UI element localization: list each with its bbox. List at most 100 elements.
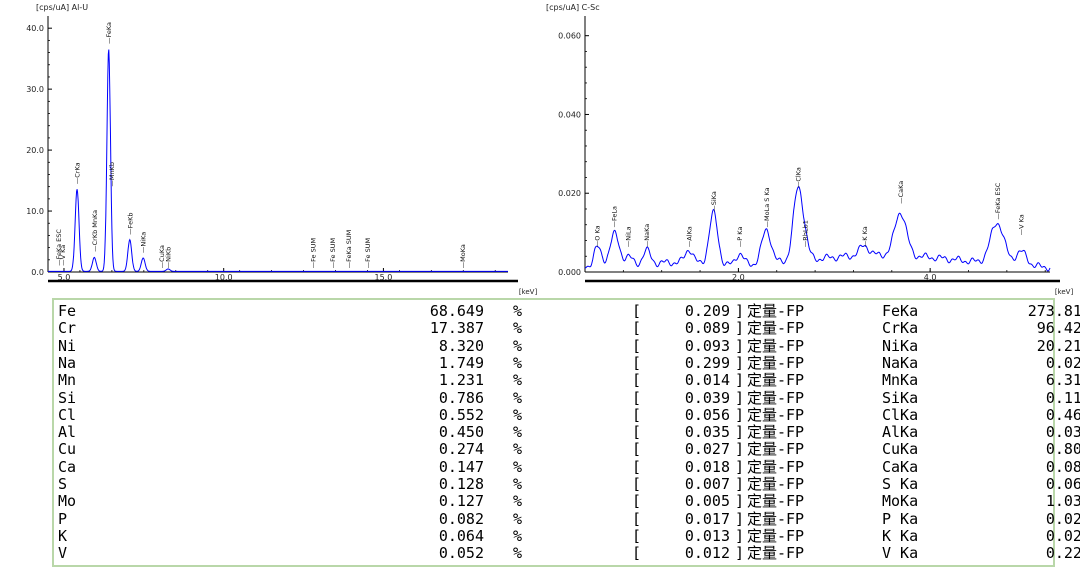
unit-cell: %: [513, 544, 523, 563]
unit-cell: %: [513, 319, 523, 338]
peak-label-caka: —CaKa: [897, 181, 905, 204]
method-cell: 定量-FP: [747, 457, 805, 476]
y-tick-label: 20.0: [26, 146, 44, 155]
x-tick-label: 2.0: [732, 273, 745, 282]
method-cell: 定量-FP: [747, 353, 805, 372]
bracket-close: ]: [735, 319, 745, 338]
element-cell: Fe: [58, 302, 77, 320]
intensity-cell: 273.8132: [1027, 302, 1080, 320]
error-cell: 0.039: [684, 388, 730, 407]
bracket-open: [: [632, 440, 642, 459]
line-cell: P Ka: [882, 509, 919, 528]
bracket-open: [: [632, 526, 642, 545]
concentration-cell: 0.127: [438, 492, 484, 511]
method-cell: 定量-FP: [747, 440, 805, 459]
result-row-fe: Fe 68.649% 0.209 定量-FP FeKa 273.8132 []: [54, 302, 1080, 320]
method-cell: 定量-FP: [747, 371, 805, 390]
element-cell: P: [58, 509, 68, 528]
bracket-open: [: [632, 302, 642, 320]
element-cell: Ni: [58, 336, 77, 355]
peak-label-fe-sum: —Fe SUM: [329, 238, 337, 268]
concentration-cell: 1.749: [438, 353, 484, 372]
method-cell: 定量-FP: [747, 388, 805, 407]
unit-cell: %: [513, 492, 523, 511]
intensity-cell: 0.0631: [1045, 475, 1080, 493]
bracket-open: [: [632, 371, 642, 390]
peak-label-cuka: —CuKa: [158, 245, 166, 268]
bracket-close: ]: [735, 423, 745, 442]
unit-cell: %: [513, 457, 523, 476]
peak-label-nikb: —NiKb: [165, 247, 173, 269]
method-cell: 定量-FP: [747, 544, 805, 563]
method-cell: 定量-FP: [747, 509, 805, 528]
peak-label-mnkb: —MnKb: [108, 162, 116, 187]
bracket-open: [: [632, 475, 642, 493]
method-cell: 定量-FP: [747, 302, 805, 320]
peak-label-v-ka: —V Ka: [1018, 214, 1026, 235]
bracket-open: [: [632, 457, 642, 476]
result-row-ca: Ca 0.147% 0.018 定量-FP CaKa 0.0830 []: [54, 457, 1080, 476]
unit-cell: %: [513, 388, 523, 407]
intensity-cell: 6.3144: [1045, 371, 1080, 390]
peak-label-crka: —CrKa: [74, 162, 82, 184]
spectrum-line: [48, 49, 508, 272]
bracket-close: ]: [735, 405, 745, 424]
result-row-mn: Mn 1.231% 0.014 定量-FP MnKa 6.3144 []: [54, 371, 1080, 390]
peak-label-clka: —ClKa: [795, 167, 803, 188]
result-row-si: Si 0.786% 0.039 定量-FP SiKa 0.1154 []: [54, 388, 1080, 407]
line-cell: S Ka: [882, 475, 919, 493]
peak-label-feka: —FeKa: [105, 22, 113, 44]
line-cell: CaKa: [882, 457, 919, 476]
spectrum-line: [584, 186, 1051, 272]
y-tick-label: 0.0: [31, 268, 44, 277]
line-cell: SiKa: [882, 388, 919, 407]
line-cell: CuKa: [882, 440, 919, 459]
peak-label-nika: —NiKa: [140, 232, 148, 253]
y-tick-label: 30.0: [26, 85, 44, 94]
peak-label-fe-sum: —Fe SUM: [310, 238, 318, 268]
intensity-cell: 0.8060: [1045, 440, 1080, 459]
chart-title: [cps/uA] Al-U: [36, 3, 88, 12]
error-cell: 0.012: [684, 544, 730, 563]
intensity-cell: 0.0353: [1045, 423, 1080, 442]
peak-label-feka-esc: —FeKa ESC: [55, 229, 63, 266]
bracket-open: [: [632, 388, 642, 407]
intensity-cell: 0.4640: [1045, 405, 1080, 424]
concentration-cell: 0.064: [438, 526, 484, 545]
concentration-cell: 0.450: [438, 423, 484, 442]
bracket-close: ]: [735, 371, 745, 390]
intensity-cell: 1.0370: [1045, 492, 1080, 511]
concentration-cell: 17.387: [429, 319, 484, 338]
element-cell: Mn: [58, 371, 77, 390]
result-row-cr: Cr 17.387% 0.089 定量-FP CrKa 96.4270 []: [54, 319, 1080, 338]
peak-label-k-ka: —K Ka: [861, 226, 869, 247]
result-row-s: S 0.128% 0.007 定量-FP S Ka 0.0631 []: [54, 475, 1080, 493]
element-cell: Al: [58, 423, 77, 442]
element-cell: K: [58, 526, 68, 545]
result-row-cu: Cu 0.274% 0.027 定量-FP CuKa 0.8060 []: [54, 440, 1080, 459]
bracket-open: [: [632, 353, 642, 372]
bracket-close: ]: [735, 544, 745, 563]
y-tick-label: 40.0: [26, 24, 44, 33]
peak-label-moka: —MoKa: [459, 244, 467, 268]
peak-label-fela: —FeLa: [611, 206, 619, 228]
error-cell: 0.093: [684, 336, 730, 355]
error-cell: 0.018: [684, 457, 730, 476]
x-axis-label: [keV]: [1055, 288, 1074, 296]
y-tick-label: 0.040: [558, 110, 581, 119]
bracket-close: ]: [735, 302, 745, 320]
bracket-close: ]: [735, 526, 745, 545]
line-cell: MoKa: [882, 492, 919, 511]
peak-label-naka: —NaKa: [643, 224, 651, 247]
bracket-open: [: [632, 423, 642, 442]
peak-label-v-ka: —V Ka: [59, 245, 67, 266]
x-tick-label: 4.0: [924, 273, 937, 282]
y-tick-label: 0.020: [558, 189, 581, 198]
line-cell: NaKa: [882, 353, 919, 372]
error-cell: 0.005: [684, 492, 730, 511]
element-cell: Mo: [58, 492, 77, 511]
peak-label-o-ka: —O Ka: [593, 225, 601, 247]
x-tick-label: 15.0: [375, 273, 393, 282]
concentration-cell: 0.128: [438, 475, 484, 493]
